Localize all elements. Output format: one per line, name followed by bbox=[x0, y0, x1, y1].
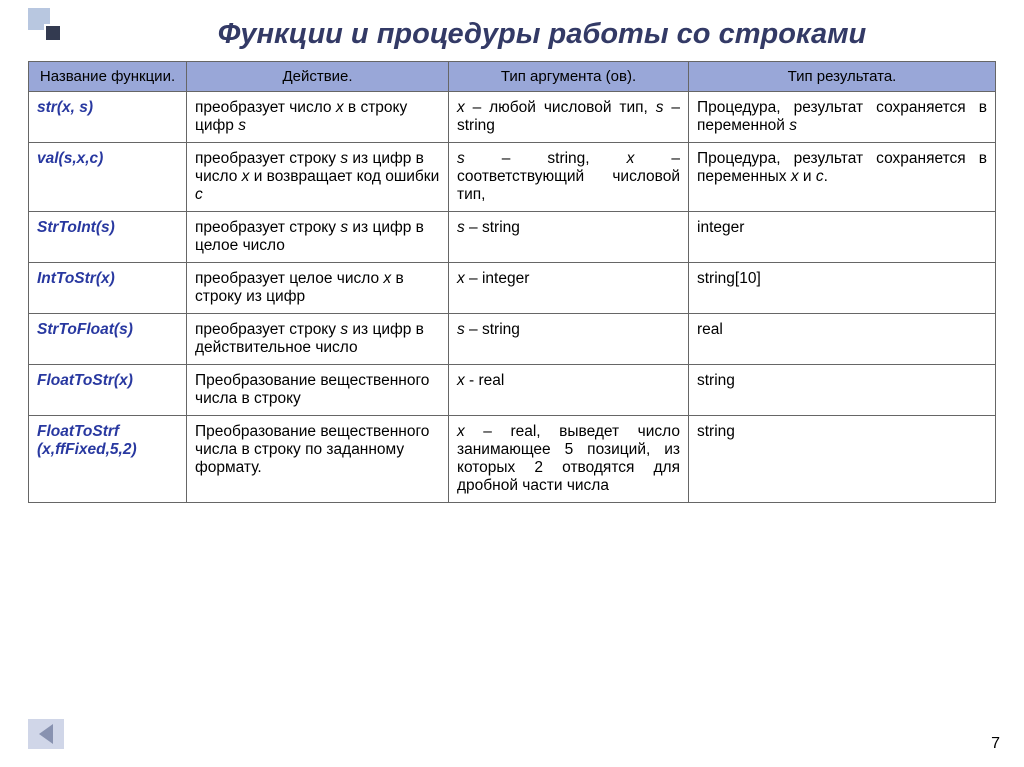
cell-argument: x – real, выведет число занимающее 5 поз… bbox=[449, 416, 689, 503]
table-row: IntToStr(x)преобразует целое число x в с… bbox=[29, 263, 996, 314]
page-number: 7 bbox=[991, 735, 1000, 753]
cell-action: преобразует число x в строку цифр s bbox=[187, 92, 449, 143]
cell-result: string[10] bbox=[689, 263, 996, 314]
cell-argument: s – string bbox=[449, 212, 689, 263]
cell-function-name: FloatToStr(x) bbox=[29, 365, 187, 416]
prev-slide-button[interactable] bbox=[28, 719, 64, 749]
table-row: StrToFloat(s)преобразует строку s из циф… bbox=[29, 314, 996, 365]
cell-result: integer bbox=[689, 212, 996, 263]
column-header-action: Действие. bbox=[187, 62, 449, 92]
cell-result: Процедура, результат сохраняется в перем… bbox=[689, 92, 996, 143]
cell-function-name: IntToStr(x) bbox=[29, 263, 187, 314]
cell-function-name: StrToFloat(s) bbox=[29, 314, 187, 365]
cell-function-name: val(s,x,c) bbox=[29, 143, 187, 212]
cell-function-name: FloatToStrf (x,ffFixed,5,2) bbox=[29, 416, 187, 503]
table-row: StrToInt(s)преобразует строку s из цифр … bbox=[29, 212, 996, 263]
cell-action: преобразует строку s из цифр в действите… bbox=[187, 314, 449, 365]
cell-argument: s – string, x – соответствующий числовой… bbox=[449, 143, 689, 212]
cell-function-name: str(x, s) bbox=[29, 92, 187, 143]
string-functions-table: Название функции. Действие. Тип аргумент… bbox=[28, 61, 996, 503]
cell-result: Процедура, результат сохраняется в перем… bbox=[689, 143, 996, 212]
cell-argument: x – любой числовой тип, s – string bbox=[449, 92, 689, 143]
table-row: str(x, s)преобразует число x в строку ци… bbox=[29, 92, 996, 143]
column-header-name: Название функции. bbox=[29, 62, 187, 92]
table-container: Название функции. Действие. Тип аргумент… bbox=[0, 61, 1024, 503]
cell-result: string bbox=[689, 365, 996, 416]
cell-action: преобразует строку s из цифр в целое чис… bbox=[187, 212, 449, 263]
column-header-arg: Тип аргумента (ов). bbox=[449, 62, 689, 92]
table-row: val(s,x,c)преобразует строку s из цифр в… bbox=[29, 143, 996, 212]
cell-action: Преобразование вещественного числа в стр… bbox=[187, 365, 449, 416]
cell-argument: x – integer bbox=[449, 263, 689, 314]
cell-argument: x - real bbox=[449, 365, 689, 416]
cell-argument: s – string bbox=[449, 314, 689, 365]
cell-action: преобразует строку s из цифр в число x и… bbox=[187, 143, 449, 212]
cell-result: real bbox=[689, 314, 996, 365]
cell-action: Преобразование вещественного числа в стр… bbox=[187, 416, 449, 503]
table-row: FloatToStrf (x,ffFixed,5,2)Преобразовани… bbox=[29, 416, 996, 503]
cell-result: string bbox=[689, 416, 996, 503]
cell-action: преобразует целое число x в строку из ци… bbox=[187, 263, 449, 314]
column-header-result: Тип результата. bbox=[689, 62, 996, 92]
slide-title: Функции и процедуры работы со строками bbox=[0, 0, 1024, 61]
table-row: FloatToStr(x)Преобразование вещественног… bbox=[29, 365, 996, 416]
cell-function-name: StrToInt(s) bbox=[29, 212, 187, 263]
corner-decoration bbox=[0, 0, 80, 60]
